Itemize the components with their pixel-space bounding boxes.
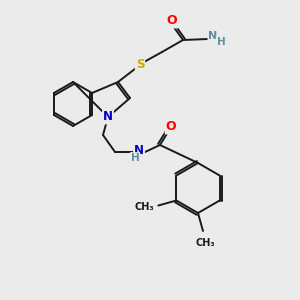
- Text: H: H: [217, 37, 225, 47]
- Text: H: H: [130, 153, 140, 163]
- Text: N: N: [134, 143, 144, 157]
- Text: CH₃: CH₃: [135, 202, 154, 212]
- Text: O: O: [166, 121, 176, 134]
- Text: N: N: [103, 110, 113, 124]
- Text: S: S: [136, 58, 144, 71]
- Text: CH₃: CH₃: [195, 238, 215, 248]
- Text: N: N: [208, 31, 217, 41]
- Text: O: O: [167, 14, 177, 28]
